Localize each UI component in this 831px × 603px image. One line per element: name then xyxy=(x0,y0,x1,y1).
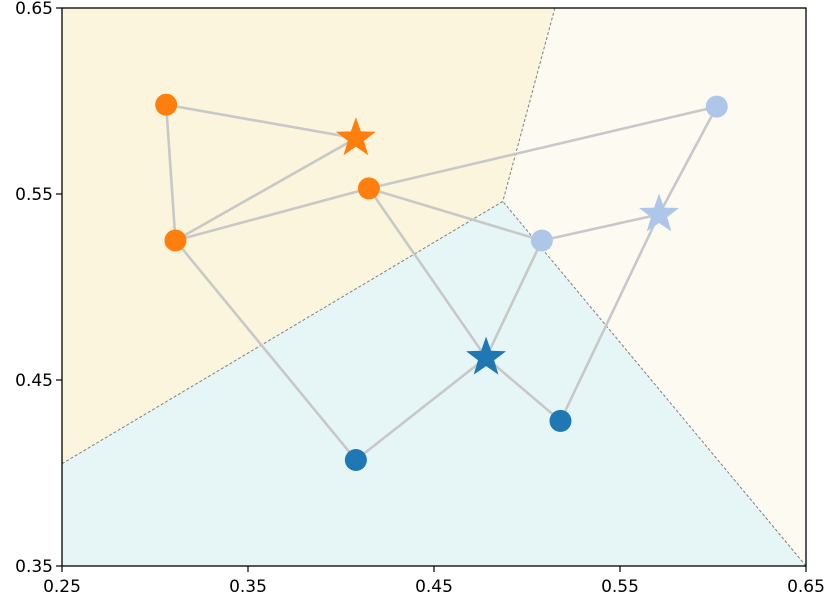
voronoi-regions xyxy=(62,8,806,566)
cluster-edge xyxy=(367,187,488,359)
centroid-star-icon-cluster-1 xyxy=(335,117,376,156)
centroid-stars xyxy=(335,117,680,375)
cluster-edge xyxy=(174,187,371,242)
y-tick-label: 0.55 xyxy=(15,185,53,205)
centroid-star-icon-cluster-2 xyxy=(639,193,680,232)
x-axis-ticks: 0.25 0.35 0.45 0.55 0.65 xyxy=(43,566,825,597)
cluster-edge xyxy=(484,239,544,359)
data-point-cluster-1 xyxy=(164,229,187,252)
voronoi-region-3 xyxy=(62,201,806,566)
x-tick-label: 0.25 xyxy=(43,577,81,597)
cluster-edge xyxy=(354,356,488,462)
data-point-cluster-2 xyxy=(530,229,553,252)
data-point-cluster-2 xyxy=(705,95,728,118)
cluster-edge xyxy=(174,239,358,462)
voronoi-boundary-line xyxy=(502,201,807,567)
x-tick-label: 0.65 xyxy=(787,577,825,597)
y-tick-label: 0.65 xyxy=(15,0,53,19)
centroid-star-icon-cluster-3 xyxy=(466,336,507,375)
data-point-cluster-3 xyxy=(549,409,572,432)
x-tick-label: 0.55 xyxy=(601,577,639,597)
voronoi-boundary-line xyxy=(61,201,504,465)
cluster-edge xyxy=(174,136,358,242)
y-tick-label: 0.35 xyxy=(15,557,53,577)
voronoi-region-2 xyxy=(502,8,806,566)
cluster-edge xyxy=(559,213,661,423)
cluster-edge xyxy=(164,103,358,140)
cluster-edge xyxy=(367,187,544,242)
voronoi-boundary-line xyxy=(502,7,556,202)
voronoi-region-1 xyxy=(62,8,555,464)
y-axis-ticks: 0.35 0.45 0.55 0.65 xyxy=(15,0,62,577)
x-tick-label: 0.35 xyxy=(229,577,267,597)
voronoi-boundaries xyxy=(61,7,807,567)
y-tick-label: 0.45 xyxy=(15,371,53,391)
data-point-cluster-1 xyxy=(357,177,380,200)
cluster-edge xyxy=(540,213,661,242)
cluster-edge xyxy=(657,105,719,216)
data-points xyxy=(155,93,728,471)
x-tick-label: 0.45 xyxy=(415,577,453,597)
cluster-edges xyxy=(164,103,719,462)
data-point-cluster-3 xyxy=(344,448,367,471)
cluster-edge xyxy=(367,105,719,190)
cluster-edge xyxy=(164,103,177,242)
cluster-edge xyxy=(484,356,562,423)
data-point-cluster-1 xyxy=(155,93,178,116)
